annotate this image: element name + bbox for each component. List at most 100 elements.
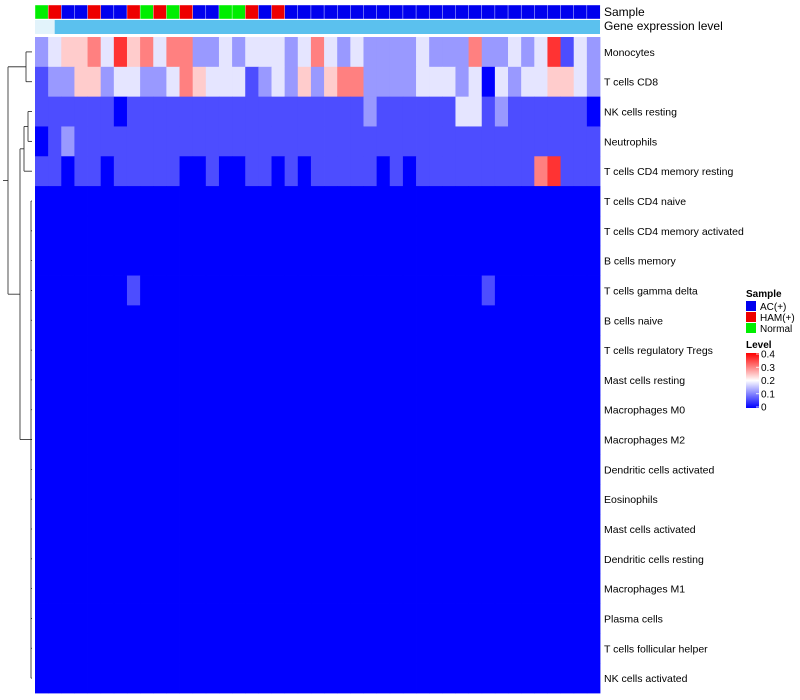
heatmap-cell — [534, 514, 548, 545]
heatmap-cell — [350, 603, 364, 634]
heatmap-cell — [218, 186, 233, 217]
heatmap-cell — [547, 156, 561, 187]
heatmap-cell — [48, 424, 62, 455]
row-label: Neutrophils — [604, 136, 657, 148]
heatmap-cell — [113, 335, 128, 366]
sample-annotation-cell — [337, 4, 351, 20]
heatmap-cell — [35, 394, 49, 426]
heatmap-cell — [126, 484, 141, 515]
heatmap-cell — [74, 215, 88, 247]
heatmap-cell — [140, 603, 154, 634]
heatmap-cell — [547, 543, 561, 575]
heatmap-cell — [61, 394, 75, 426]
heatmap-cell — [284, 186, 299, 217]
heatmap-cell — [35, 424, 49, 455]
heatmap-cell — [573, 514, 588, 545]
heatmap-cell — [35, 663, 49, 694]
heatmap-cell — [521, 394, 535, 426]
heatmap-cell — [87, 394, 102, 426]
heatmap-cell — [534, 633, 548, 664]
heatmap-cell — [297, 305, 312, 336]
heatmap-cell — [310, 663, 325, 694]
heatmap-cell — [324, 186, 338, 217]
heatmap-cell — [126, 335, 141, 366]
heatmap-cell — [402, 66, 417, 98]
heatmap-cell — [35, 215, 49, 247]
sample-annotation-cell — [402, 4, 417, 20]
heatmap-cell — [48, 126, 62, 157]
heatmap-cell — [337, 305, 351, 336]
heatmap-cell — [100, 305, 115, 336]
heatmap-cell — [324, 514, 338, 545]
heatmap-cell — [284, 96, 299, 127]
heatmap-cell — [508, 96, 522, 127]
gene-expression-annotation-start — [35, 20, 55, 34]
heatmap-cell — [389, 514, 404, 545]
heatmap-cell — [310, 66, 325, 98]
row-label: T cells CD4 naive — [604, 196, 686, 208]
heatmap-cell — [547, 365, 561, 396]
heatmap-cell — [481, 573, 496, 604]
heatmap-cell — [376, 543, 391, 575]
heatmap-cell — [245, 573, 259, 604]
heatmap-cell — [389, 275, 404, 306]
heatmap-cell — [126, 215, 141, 247]
heatmap-cell — [126, 424, 141, 455]
heatmap-cell — [442, 424, 456, 455]
heatmap-cell — [573, 484, 588, 515]
heatmap-cell — [337, 543, 351, 575]
heatmap-cell — [87, 543, 102, 575]
heatmap-cell — [508, 633, 522, 664]
heatmap-cell — [481, 633, 496, 664]
heatmap-cell — [113, 573, 128, 604]
heatmap-cell — [416, 156, 430, 187]
heatmap-cell — [547, 603, 561, 634]
heatmap-cell — [218, 573, 233, 604]
heatmap-cell — [74, 454, 88, 485]
heatmap-cell — [573, 365, 588, 396]
heatmap-cell — [389, 335, 404, 366]
heatmap-cell — [153, 663, 167, 694]
row-label: Plasma cells — [604, 613, 663, 625]
heatmap-cell — [324, 543, 338, 575]
heatmap-cell — [468, 275, 483, 306]
heatmap-cell — [218, 663, 233, 694]
heatmap-cell — [363, 66, 378, 98]
heatmap-cell — [547, 484, 561, 515]
heatmap-cell — [547, 245, 561, 276]
heatmap-cell — [35, 454, 49, 485]
heatmap-cell — [166, 394, 180, 426]
heatmap-cell — [481, 37, 496, 68]
heatmap-cell — [350, 573, 364, 604]
heatmap-cell — [468, 424, 483, 455]
heatmap-cell — [324, 484, 338, 515]
heatmap-cell — [389, 186, 404, 217]
heatmap-cell — [284, 484, 299, 515]
heatmap-cell — [310, 603, 325, 634]
heatmap-cell — [166, 424, 180, 455]
heatmap-cell — [258, 663, 272, 694]
heatmap-cell — [416, 633, 430, 664]
heatmap-cell — [297, 37, 312, 68]
heatmap-cell — [205, 603, 220, 634]
heatmap-cell — [586, 245, 601, 276]
heatmap-cell — [468, 156, 483, 187]
heatmap-cell — [534, 484, 548, 515]
heatmap-cell — [218, 215, 233, 247]
heatmap-cell — [192, 126, 207, 157]
heatmap-cell — [468, 66, 483, 98]
heatmap-cell — [61, 37, 75, 68]
heatmap-cell — [284, 424, 299, 455]
heatmap-cell — [455, 573, 470, 604]
heatmap-cell — [350, 66, 364, 98]
heatmap-cell — [232, 126, 246, 157]
row-label: Mast cells activated — [604, 524, 696, 536]
row-label: T cells CD4 memory resting — [604, 166, 733, 178]
heatmap-cell — [442, 454, 456, 485]
heatmap-cell — [429, 484, 443, 515]
heatmap-cell — [534, 394, 548, 426]
heatmap-cell — [166, 543, 180, 575]
heatmap-cell — [232, 365, 246, 396]
heatmap-cell — [560, 603, 575, 634]
heatmap-cell — [429, 633, 443, 664]
